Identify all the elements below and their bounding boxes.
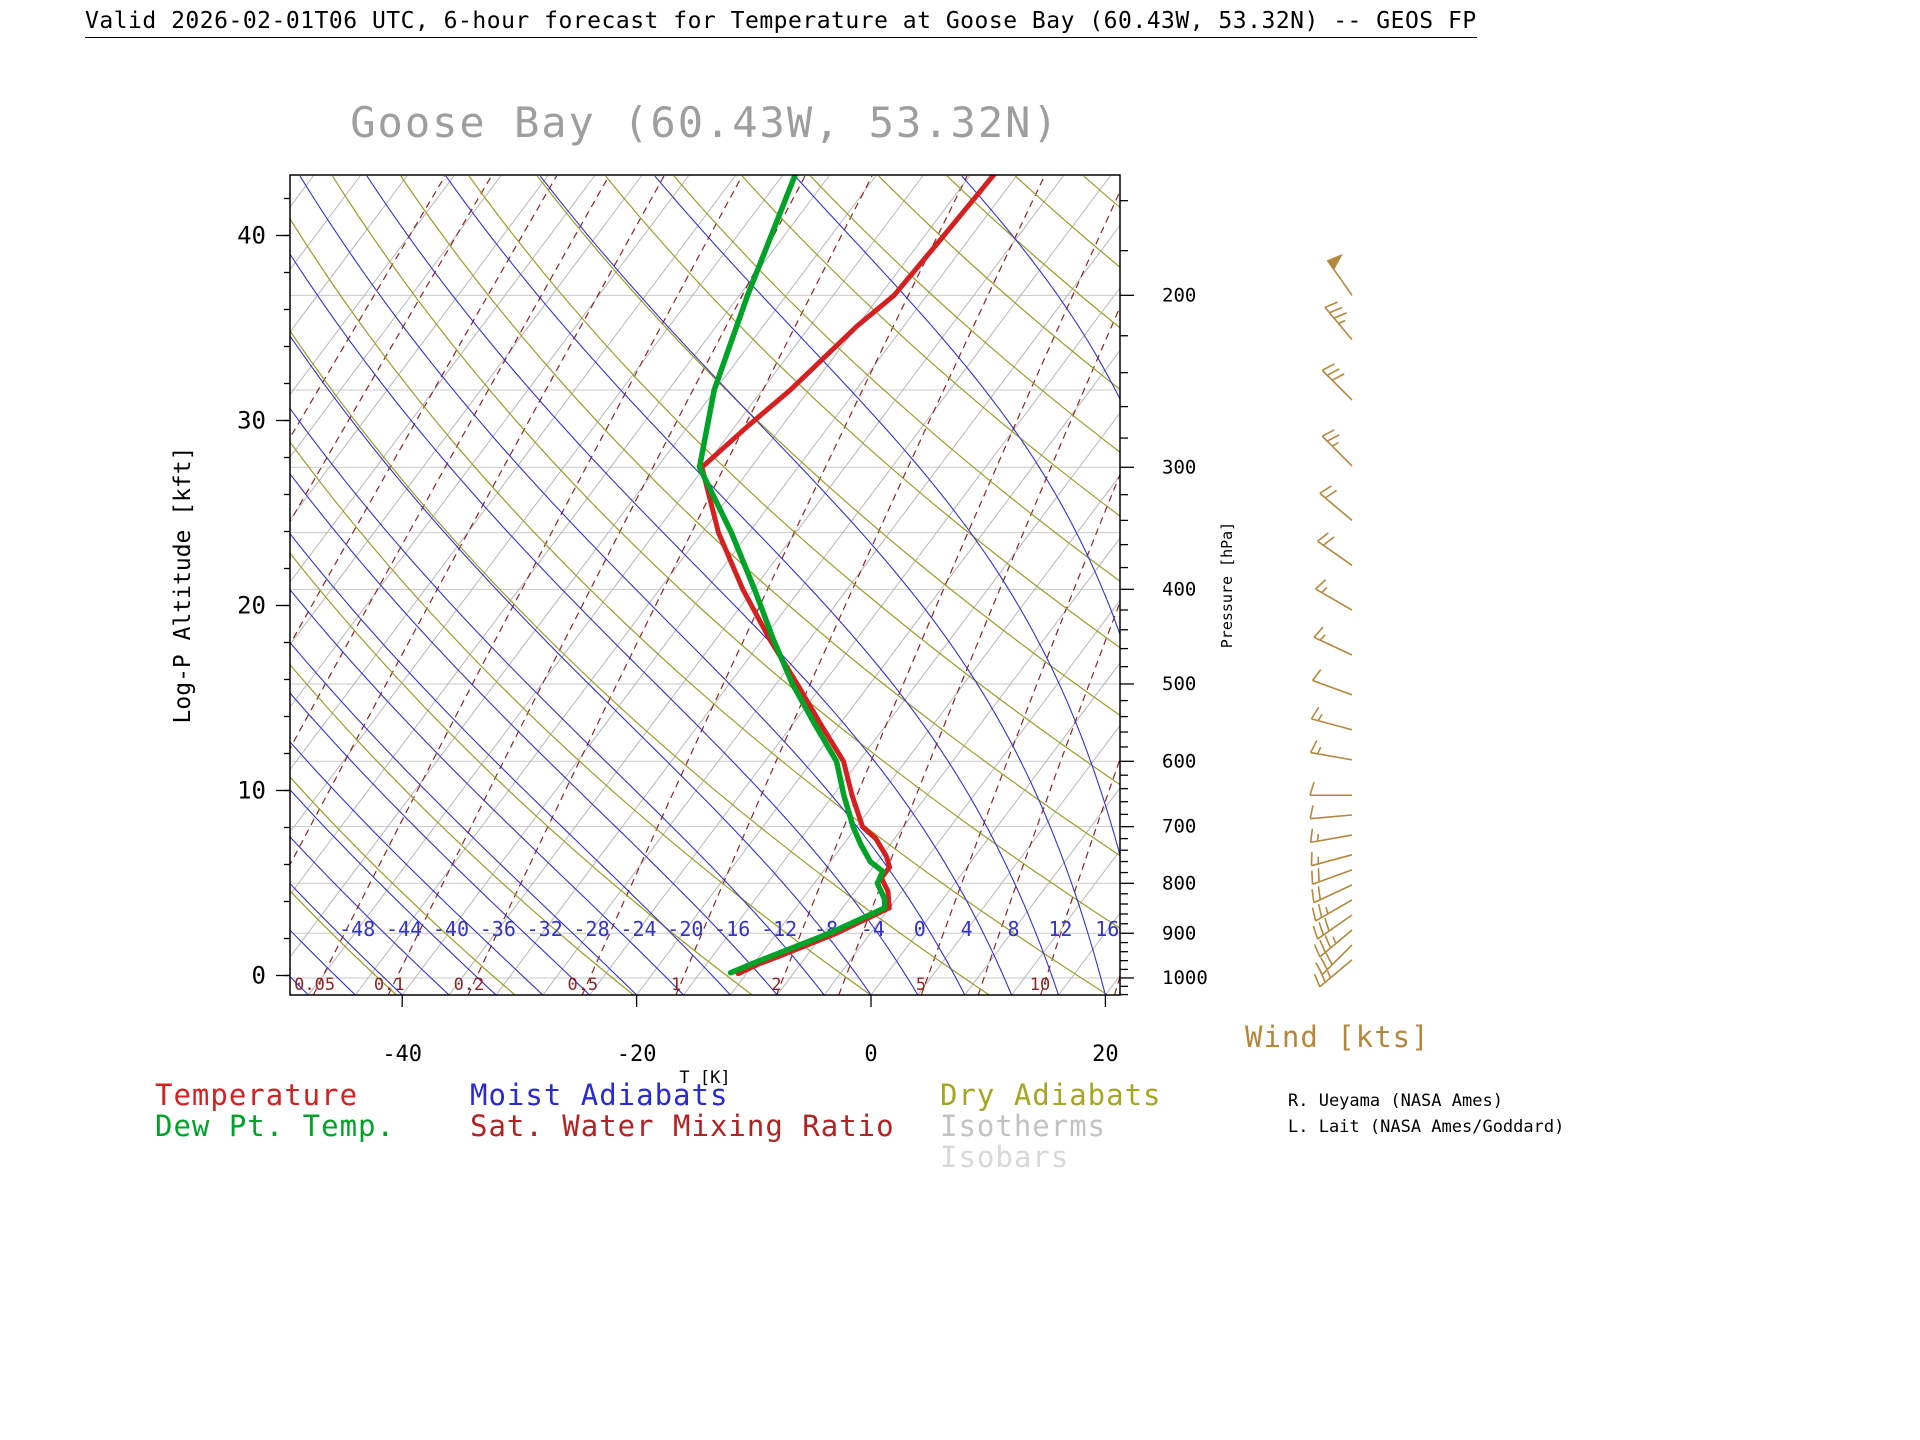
svg-text:800: 800 xyxy=(1162,872,1196,894)
svg-text:700: 700 xyxy=(1162,816,1196,838)
svg-text:-44: -44 xyxy=(386,917,422,941)
page-title: Valid 2026-02-01T06 UTC, 6-hour forecast… xyxy=(85,8,1477,38)
svg-text:1: 1 xyxy=(671,975,681,995)
svg-text:-36: -36 xyxy=(480,917,516,941)
right-axis-title: Pressure [hPa] xyxy=(1218,521,1236,649)
svg-text:-48: -48 xyxy=(339,917,375,941)
svg-text:10: 10 xyxy=(1030,975,1050,995)
wind-units-label: Wind [kts] xyxy=(1245,1020,1430,1054)
svg-text:12: 12 xyxy=(1048,917,1072,941)
credit-line-2: L. Lait (NASA Ames/Goddard) xyxy=(1288,1117,1565,1137)
chart-title: Goose Bay (60.43W, 53.32N) xyxy=(350,98,1060,147)
svg-text:2: 2 xyxy=(771,975,781,995)
sounding-profiles xyxy=(696,175,997,977)
svg-text:-28: -28 xyxy=(574,917,610,941)
legend-item-dry-adiabats: Dry Adiabats xyxy=(940,1078,1162,1112)
left-axis-title: Log-P Altitude [kft] xyxy=(170,446,196,724)
in-plot-labels: -48 -44 -40 -36 -32 -28 -24 -20 -16 -12 -8 -4 0 4 8 12 1… xyxy=(294,917,1119,995)
legend-item-temperature: Temperature xyxy=(155,1078,359,1112)
svg-text:0.1: 0.1 xyxy=(374,975,405,995)
svg-text:-16: -16 xyxy=(714,917,750,941)
svg-text:0.5: 0.5 xyxy=(567,975,598,995)
svg-text:1000: 1000 xyxy=(1162,967,1208,989)
svg-text:20: 20 xyxy=(237,592,266,620)
x-axis-title: T [K] xyxy=(679,1068,731,1088)
credits: R. Ueyama (NASA Ames) L. Lait (NASA Ames… xyxy=(1288,1088,1564,1140)
svg-text:500: 500 xyxy=(1162,673,1196,695)
svg-text:0: 0 xyxy=(864,1042,877,1067)
svg-text:8: 8 xyxy=(1007,917,1019,941)
axis-tick-labels: 0102030402003004005006007008009001000-40… xyxy=(237,222,1208,1068)
svg-text:900: 900 xyxy=(1162,922,1196,944)
svg-text:-20: -20 xyxy=(617,1042,657,1067)
svg-text:-24: -24 xyxy=(620,917,656,941)
svg-text:600: 600 xyxy=(1162,750,1196,772)
svg-text:-12: -12 xyxy=(761,917,797,941)
svg-text:0: 0 xyxy=(252,962,266,990)
temperatureline xyxy=(699,175,997,977)
legend-item-dewpoint: Dew Pt. Temp. xyxy=(155,1109,395,1143)
svg-text:20: 20 xyxy=(1092,1042,1119,1067)
svg-text:30: 30 xyxy=(237,407,266,435)
legend-column-profiles: Temperature Dew Pt. Temp. xyxy=(155,1080,395,1142)
legend-item-isobars: Isobars xyxy=(940,1140,1070,1174)
svg-text:-40: -40 xyxy=(433,917,469,941)
svg-text:-20: -20 xyxy=(667,917,703,941)
plot-background xyxy=(290,175,1120,995)
svg-text:200: 200 xyxy=(1162,284,1196,306)
svg-text:0.05: 0.05 xyxy=(294,975,335,995)
svg-text:400: 400 xyxy=(1162,578,1196,600)
svg-text:10: 10 xyxy=(237,777,266,805)
svg-text:5: 5 xyxy=(916,975,926,995)
legend-item-isotherms: Isotherms xyxy=(940,1109,1107,1143)
legend-item-mixing-ratio: Sat. Water Mixing Ratio xyxy=(470,1109,895,1143)
svg-text:300: 300 xyxy=(1162,456,1196,478)
credit-line-1: R. Ueyama (NASA Ames) xyxy=(1288,1091,1503,1111)
legend-item-moist-adiabats: Moist Adiabats xyxy=(470,1078,729,1112)
legend-column-moist: Moist Adiabats Sat. Water Mixing Ratio xyxy=(470,1080,895,1142)
svg-text:16: 16 xyxy=(1095,917,1119,941)
svg-text:-32: -32 xyxy=(527,917,563,941)
plot-frame xyxy=(289,174,1121,996)
dew-pt-temp-line xyxy=(696,175,888,976)
wind-barbs xyxy=(1309,253,1353,988)
legend-column-background: Dry Adiabats Isotherms Isobars xyxy=(940,1080,1162,1173)
svg-text:40: 40 xyxy=(237,222,266,250)
svg-text:0.2: 0.2 xyxy=(454,975,485,995)
svg-text:-40: -40 xyxy=(382,1042,422,1067)
svg-text:0: 0 xyxy=(914,917,926,941)
svg-text:4: 4 xyxy=(961,917,973,941)
axis-ticks xyxy=(276,197,1134,1007)
